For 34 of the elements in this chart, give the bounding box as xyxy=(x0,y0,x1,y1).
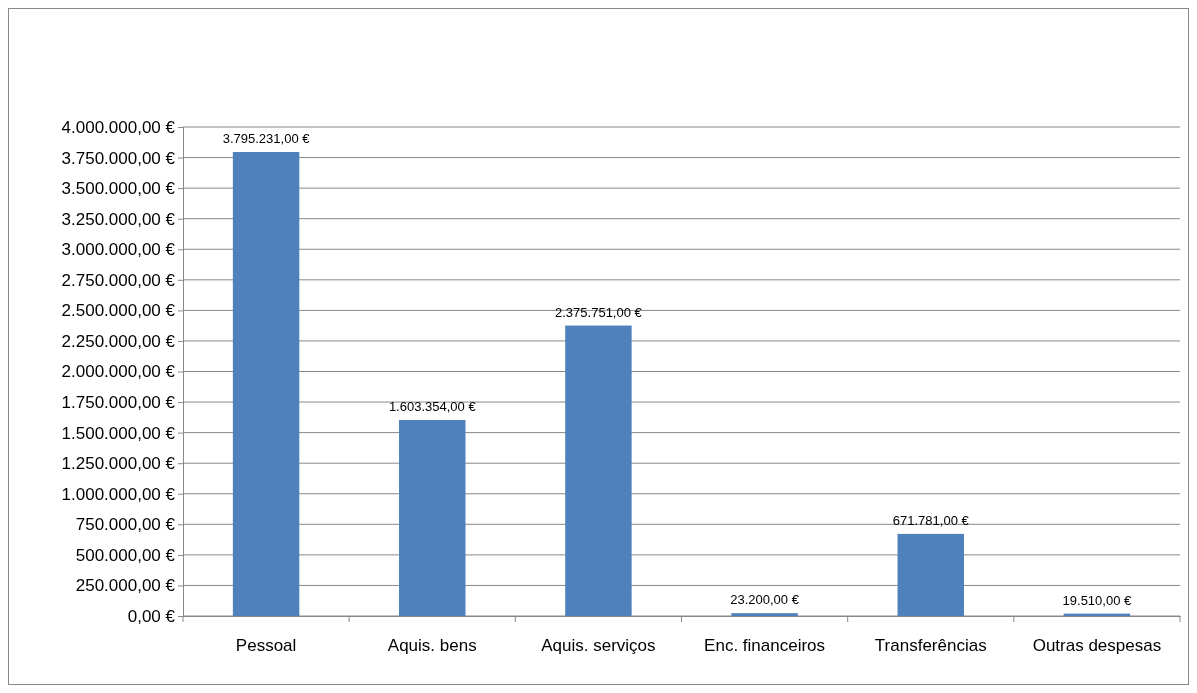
y-tick-label: 2.500.000,00 € xyxy=(61,301,176,321)
y-tick-label: 3.000.000,00 € xyxy=(61,240,176,260)
y-tick-label: 1.000.000,00 € xyxy=(61,484,176,504)
y-tick-label: 3.250.000,00 € xyxy=(61,209,176,229)
data-label: 2.375.751,00 € xyxy=(555,304,643,320)
bar xyxy=(399,419,466,616)
y-tick-label: 0,00 € xyxy=(127,606,176,626)
data-label: 23.200,00 € xyxy=(730,592,800,608)
bar xyxy=(565,325,632,616)
y-tick-label: 2.750.000,00 € xyxy=(61,270,176,290)
data-label: 1.603.354,00 € xyxy=(388,398,477,414)
data-label: 3.795.231,00 € xyxy=(222,131,311,147)
x-tick-label: Transferências xyxy=(874,636,987,656)
bar xyxy=(232,152,300,616)
data-label: 19.510,00 € xyxy=(1062,592,1133,608)
y-tick-label: 250.000,00 € xyxy=(75,576,176,596)
y-tick-label: 2.000.000,00 € xyxy=(61,362,176,382)
x-tick-label: Aquis. bens xyxy=(387,636,477,656)
x-tick-label: Pessoal xyxy=(235,636,297,656)
bar xyxy=(731,613,798,616)
y-tick-label: 3.500.000,00 € xyxy=(61,179,176,199)
y-tick-label: 2.250.000,00 € xyxy=(61,331,176,351)
y-tick-label: 3.750.000,00 € xyxy=(61,148,176,168)
x-tick-label: Aquis. serviços xyxy=(541,636,656,656)
bar xyxy=(897,533,964,616)
y-tick-label: 1.750.000,00 € xyxy=(61,393,176,412)
x-tick-label: Outras despesas xyxy=(1032,636,1162,656)
y-tick-label: 500.000,00 € xyxy=(75,545,176,565)
data-label: 671.781,00 € xyxy=(892,512,970,528)
x-tick-label: Enc. financeiros xyxy=(704,636,826,656)
y-tick-label: 1.250.000,00 € xyxy=(61,454,176,474)
y-tick-label: 4.000.000,00 € xyxy=(61,117,176,137)
y-tick-label: 1.500.000,00 € xyxy=(61,423,176,443)
y-tick-label: 750.000,00 € xyxy=(75,515,176,535)
